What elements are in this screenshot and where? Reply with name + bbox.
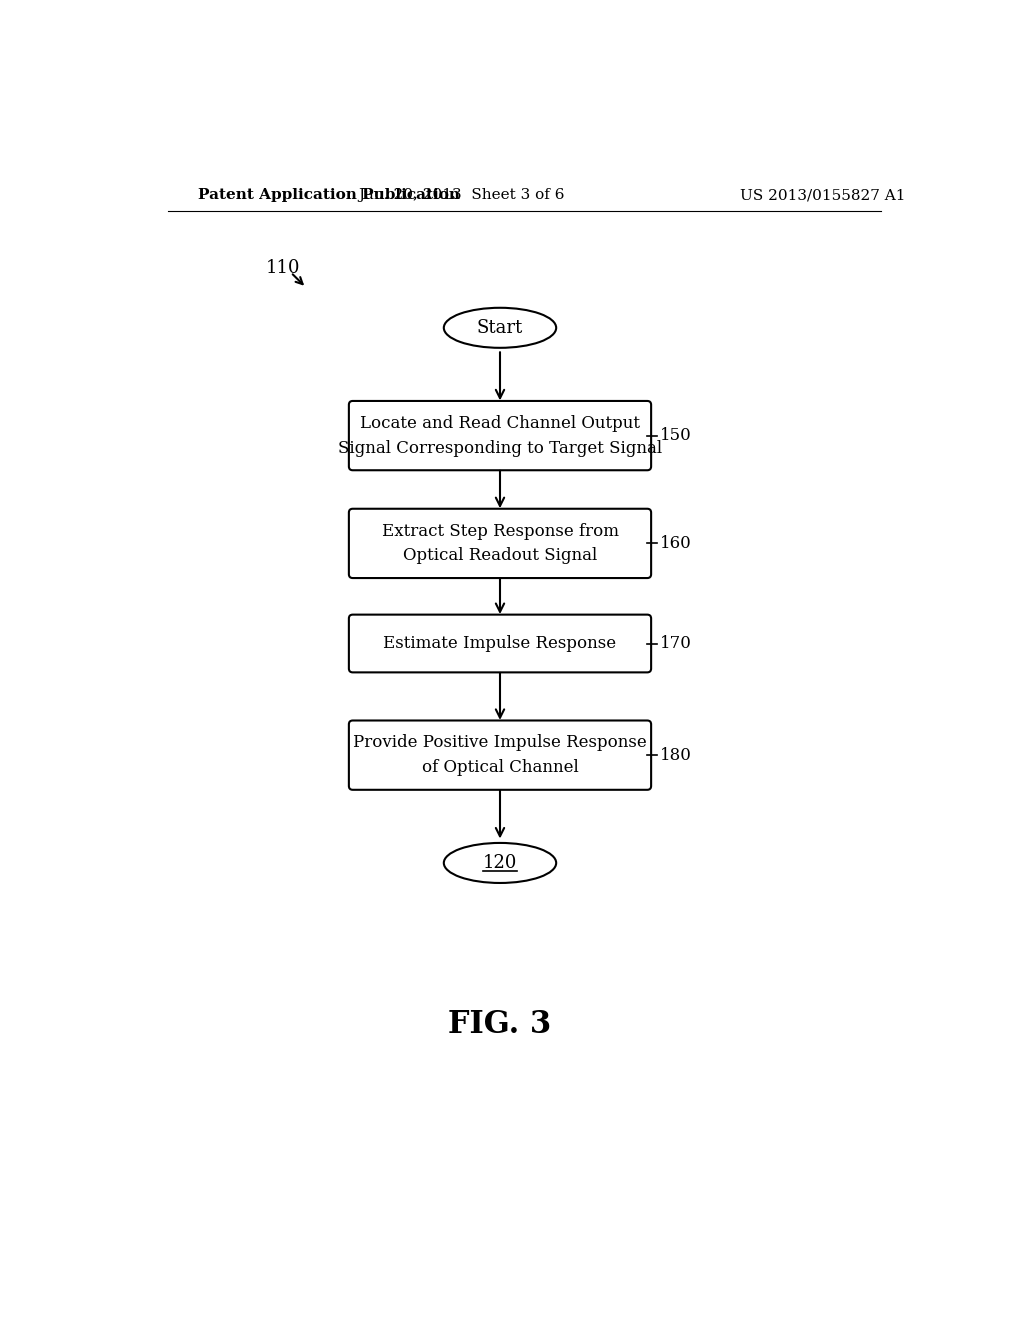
- Text: 160: 160: [659, 535, 691, 552]
- Text: Jun. 20, 2013  Sheet 3 of 6: Jun. 20, 2013 Sheet 3 of 6: [358, 189, 564, 202]
- Text: 180: 180: [659, 747, 691, 764]
- Text: FIG. 3: FIG. 3: [449, 1010, 552, 1040]
- Text: US 2013/0155827 A1: US 2013/0155827 A1: [740, 189, 906, 202]
- Text: Estimate Impulse Response: Estimate Impulse Response: [383, 635, 616, 652]
- Text: Extract Step Response from
Optical Readout Signal: Extract Step Response from Optical Reado…: [382, 523, 618, 565]
- FancyBboxPatch shape: [349, 508, 651, 578]
- Text: 150: 150: [659, 428, 691, 444]
- Text: Locate and Read Channel Output
Signal Corresponding to Target Signal: Locate and Read Channel Output Signal Co…: [338, 414, 663, 457]
- Text: 170: 170: [659, 635, 691, 652]
- FancyBboxPatch shape: [349, 721, 651, 789]
- Ellipse shape: [443, 308, 556, 348]
- FancyBboxPatch shape: [349, 615, 651, 672]
- Text: Patent Application Publication: Patent Application Publication: [198, 189, 460, 202]
- Ellipse shape: [443, 843, 556, 883]
- Text: 110: 110: [266, 259, 300, 277]
- Text: 120: 120: [482, 854, 517, 873]
- Text: Provide Positive Impulse Response
of Optical Channel: Provide Positive Impulse Response of Opt…: [353, 734, 647, 776]
- FancyBboxPatch shape: [349, 401, 651, 470]
- Text: Start: Start: [477, 319, 523, 337]
